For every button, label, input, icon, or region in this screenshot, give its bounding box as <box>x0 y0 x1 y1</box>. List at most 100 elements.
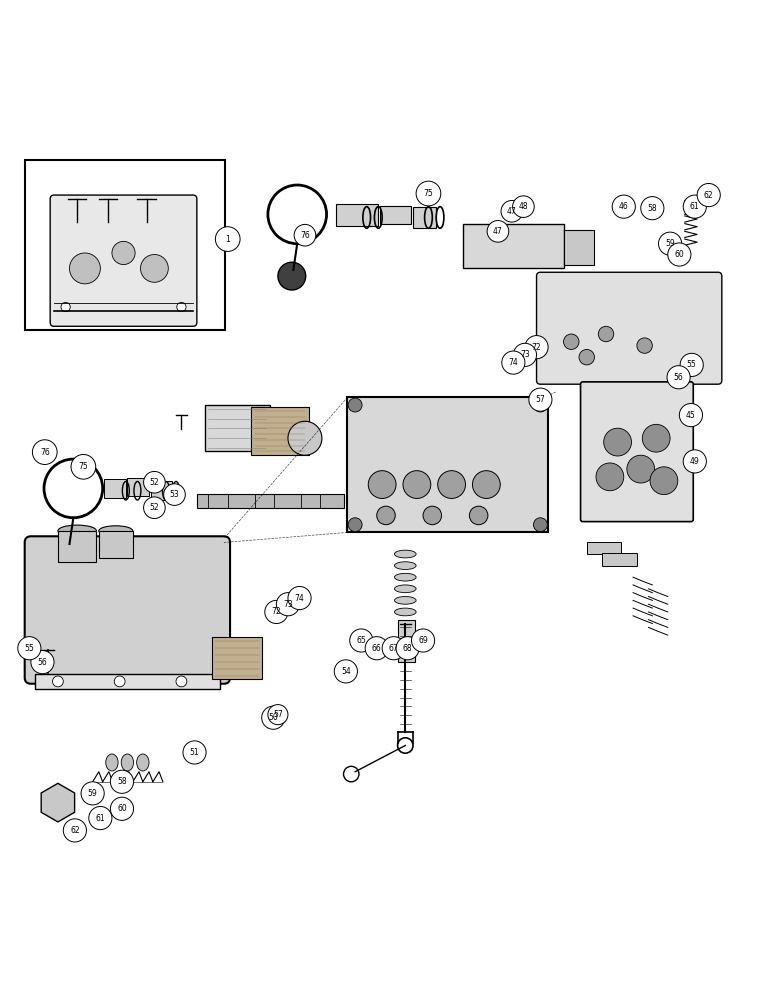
Circle shape <box>533 398 547 412</box>
Circle shape <box>114 676 125 687</box>
Circle shape <box>350 629 373 652</box>
Circle shape <box>71 454 96 479</box>
Bar <box>212 637 262 679</box>
Text: 56: 56 <box>674 373 683 382</box>
Text: 51: 51 <box>190 748 199 757</box>
Bar <box>99 531 133 558</box>
Text: 1: 1 <box>225 235 230 244</box>
Ellipse shape <box>137 754 149 771</box>
Circle shape <box>423 506 442 525</box>
Circle shape <box>377 506 395 525</box>
Text: 61: 61 <box>690 202 699 211</box>
Text: 56: 56 <box>38 658 47 667</box>
Circle shape <box>144 497 165 519</box>
Text: 74: 74 <box>509 358 518 367</box>
Bar <box>347 397 548 532</box>
Circle shape <box>288 421 322 455</box>
Text: 73: 73 <box>520 350 530 359</box>
Circle shape <box>612 195 635 218</box>
Circle shape <box>680 353 703 376</box>
Bar <box>104 479 126 498</box>
Circle shape <box>533 518 547 532</box>
Circle shape <box>63 819 86 842</box>
Text: 58: 58 <box>117 777 127 786</box>
Circle shape <box>268 705 288 725</box>
Circle shape <box>112 241 135 265</box>
FancyBboxPatch shape <box>25 536 230 684</box>
Circle shape <box>183 741 206 764</box>
Circle shape <box>334 660 357 683</box>
Circle shape <box>667 366 690 389</box>
Bar <box>564 230 594 265</box>
Text: 57: 57 <box>536 395 545 404</box>
Circle shape <box>596 463 624 491</box>
Text: 66: 66 <box>372 644 381 653</box>
Bar <box>413 207 436 228</box>
Circle shape <box>650 467 678 495</box>
Circle shape <box>177 302 186 312</box>
Circle shape <box>278 262 306 290</box>
Text: 49: 49 <box>690 457 699 466</box>
Bar <box>127 478 149 496</box>
Circle shape <box>683 195 706 218</box>
Text: 47: 47 <box>507 207 516 216</box>
Text: 50: 50 <box>269 713 278 722</box>
Text: 47: 47 <box>493 227 503 236</box>
Circle shape <box>110 770 134 793</box>
Text: 61: 61 <box>96 814 105 823</box>
Text: 52: 52 <box>150 478 159 487</box>
Circle shape <box>697 183 720 207</box>
Circle shape <box>276 593 300 616</box>
Circle shape <box>501 200 523 222</box>
Ellipse shape <box>58 525 96 537</box>
Ellipse shape <box>99 526 133 536</box>
Text: 60: 60 <box>117 804 127 813</box>
Bar <box>151 481 172 500</box>
Circle shape <box>348 518 362 532</box>
Text: 58: 58 <box>648 204 657 213</box>
Circle shape <box>472 471 500 498</box>
Circle shape <box>164 484 185 505</box>
Circle shape <box>659 232 682 255</box>
Circle shape <box>368 471 396 498</box>
Bar <box>58 531 96 562</box>
Ellipse shape <box>394 573 416 581</box>
Circle shape <box>604 428 631 456</box>
Circle shape <box>365 637 388 660</box>
Circle shape <box>411 629 435 652</box>
Circle shape <box>288 586 311 610</box>
Circle shape <box>382 637 405 660</box>
Circle shape <box>679 403 703 427</box>
Circle shape <box>262 706 285 729</box>
Text: 68: 68 <box>403 644 412 653</box>
Text: 76: 76 <box>300 231 310 240</box>
Circle shape <box>54 536 82 564</box>
Text: 53: 53 <box>170 490 179 499</box>
Circle shape <box>89 806 112 830</box>
Text: 72: 72 <box>532 343 541 352</box>
Circle shape <box>52 676 63 687</box>
Ellipse shape <box>106 754 118 771</box>
Circle shape <box>69 253 100 284</box>
FancyBboxPatch shape <box>581 382 693 522</box>
Text: 46: 46 <box>619 202 628 211</box>
Text: 76: 76 <box>40 448 49 457</box>
Circle shape <box>294 224 316 246</box>
Bar <box>398 620 415 662</box>
Text: 55: 55 <box>25 644 34 653</box>
Circle shape <box>513 343 537 366</box>
Text: 55: 55 <box>687 360 696 369</box>
Circle shape <box>215 227 240 251</box>
Ellipse shape <box>394 596 416 604</box>
Text: 54: 54 <box>341 667 350 676</box>
Bar <box>336 204 378 226</box>
Text: 67: 67 <box>389 644 398 653</box>
Circle shape <box>668 243 691 266</box>
Circle shape <box>18 637 41 660</box>
Bar <box>587 542 621 554</box>
Text: 59: 59 <box>665 239 675 248</box>
Ellipse shape <box>121 754 134 771</box>
Bar <box>197 494 344 508</box>
Ellipse shape <box>394 585 416 593</box>
Bar <box>35 674 220 689</box>
